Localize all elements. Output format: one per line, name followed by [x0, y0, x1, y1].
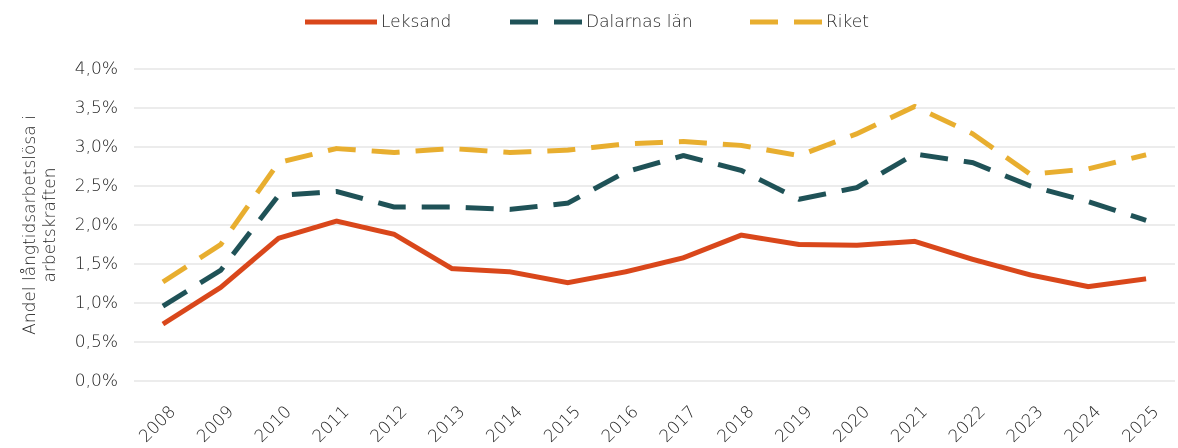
legend-label: Riket — [826, 12, 869, 32]
legend-label: Dalarnas län — [586, 12, 693, 32]
x-tick-label: 2010 — [251, 402, 296, 447]
y-tick-label: 1,5% — [75, 254, 118, 274]
x-tick-label: 2016 — [598, 402, 643, 447]
line-series — [161, 103, 1147, 285]
y-tick-label: 0,0% — [75, 371, 118, 391]
line-series — [161, 151, 1147, 309]
y-axis-label: arbetskraften — [40, 167, 60, 282]
x-tick-label: 2013 — [424, 402, 469, 447]
x-tick-label: 2014 — [482, 402, 527, 447]
x-tick-label: 2017 — [656, 402, 701, 447]
line-series — [161, 218, 1147, 327]
x-tick-label: 2012 — [367, 402, 412, 447]
y-tick-label: 3,0% — [75, 137, 118, 157]
x-tick-label: 2009 — [193, 402, 238, 447]
x-tick-label: 2008 — [135, 402, 180, 447]
x-tick-label: 2015 — [540, 402, 585, 447]
y-tick-label: 3,5% — [75, 98, 118, 118]
y-tick-label: 0,5% — [75, 332, 118, 352]
y-tick-label: 4,0% — [75, 59, 118, 79]
y-tick-label: 2,0% — [75, 215, 118, 235]
x-tick-label: 2022 — [945, 402, 990, 447]
x-tick-label: 2024 — [1061, 402, 1106, 447]
x-tick-label: 2018 — [714, 402, 759, 447]
y-axis-label: Andel långtidsarbetslösa i — [19, 115, 40, 335]
y-tick-label: 1,0% — [75, 293, 118, 313]
x-tick-label: 2011 — [309, 402, 354, 447]
legend-label: Leksand — [381, 12, 451, 32]
x-tick-label: 2025 — [1118, 402, 1163, 447]
x-tick-label: 2021 — [887, 402, 932, 447]
x-tick-label: 2023 — [1003, 402, 1048, 447]
x-tick-label: 2019 — [771, 402, 816, 447]
y-tick-label: 2,5% — [75, 176, 118, 196]
x-tick-label: 2020 — [829, 402, 874, 447]
